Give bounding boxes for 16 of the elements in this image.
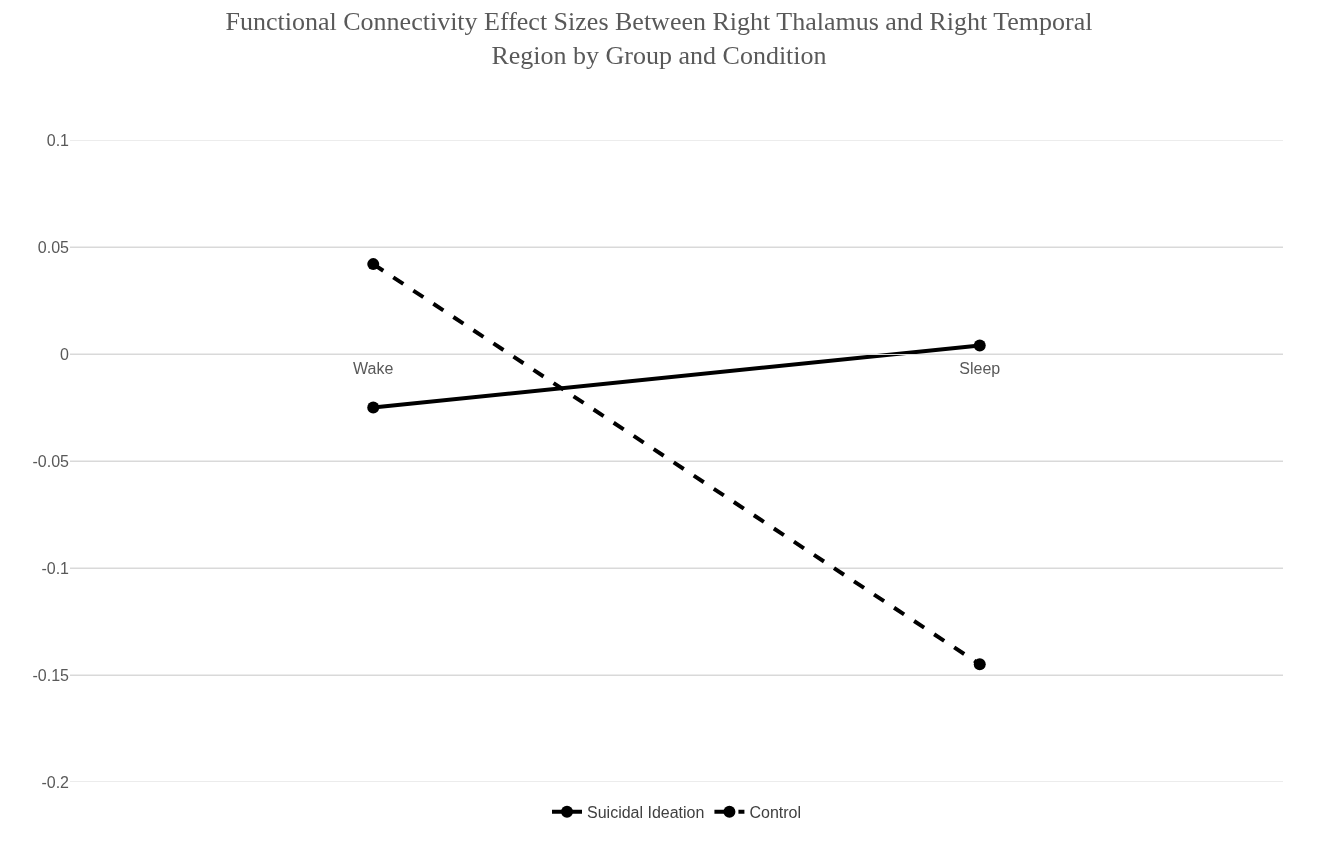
point — [973, 658, 986, 671]
x-tick-label: Wake — [353, 360, 394, 378]
y-tick-label: 0 — [60, 345, 70, 363]
y-tick-label: -0.1 — [41, 559, 70, 577]
y-tick-label: -0.2 — [41, 773, 70, 791]
x-tick-label: Sleep — [959, 360, 1001, 378]
y-tick-label: 0.05 — [37, 238, 70, 256]
point — [367, 258, 380, 271]
legend-label: Control — [749, 803, 801, 821]
y-tick-label: 0.1 — [46, 131, 70, 149]
point — [973, 339, 986, 352]
y-tick-label: -0.15 — [32, 666, 70, 684]
y-tick-label: -0.05 — [32, 452, 70, 470]
chart-title: Functional Connectivity Effect Sizes Between Right Thalamus and Right Temporal Region by Group and Condition — [225, 7, 1093, 70]
point — [367, 401, 380, 414]
legend-label: Suicidal Ideation — [587, 803, 705, 821]
